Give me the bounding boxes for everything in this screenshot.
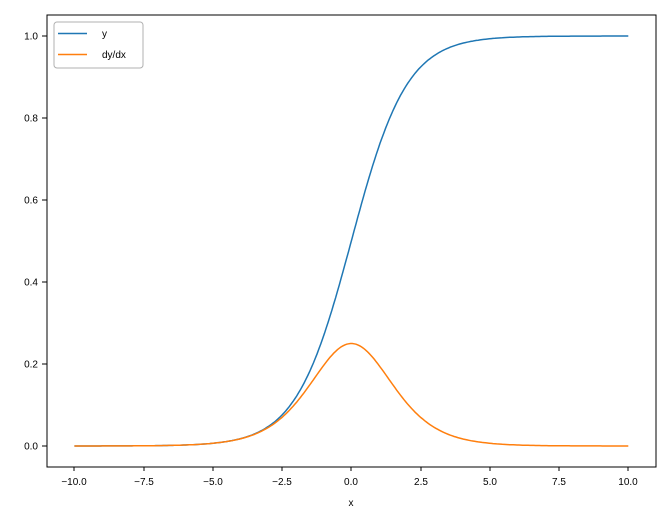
svg-text:0.0: 0.0: [24, 442, 38, 453]
svg-text:y: y: [102, 29, 107, 40]
svg-text:2.5: 2.5: [414, 477, 428, 488]
svg-text:10.0: 10.0: [618, 477, 638, 488]
svg-text:−10.0: −10.0: [61, 477, 87, 488]
svg-text:1.0: 1.0: [24, 32, 38, 43]
svg-text:x: x: [349, 498, 354, 509]
svg-text:dy/dx: dy/dx: [102, 50, 126, 61]
svg-text:7.5: 7.5: [552, 477, 566, 488]
svg-text:−2.5: −2.5: [272, 477, 292, 488]
svg-text:−5.0: −5.0: [203, 477, 223, 488]
svg-text:0.6: 0.6: [24, 196, 38, 207]
svg-text:5.0: 5.0: [483, 477, 497, 488]
svg-text:0.8: 0.8: [24, 114, 38, 125]
svg-text:−7.5: −7.5: [134, 477, 154, 488]
svg-text:0.4: 0.4: [24, 278, 38, 289]
svg-text:0.0: 0.0: [344, 477, 358, 488]
svg-text:0.2: 0.2: [24, 360, 38, 371]
